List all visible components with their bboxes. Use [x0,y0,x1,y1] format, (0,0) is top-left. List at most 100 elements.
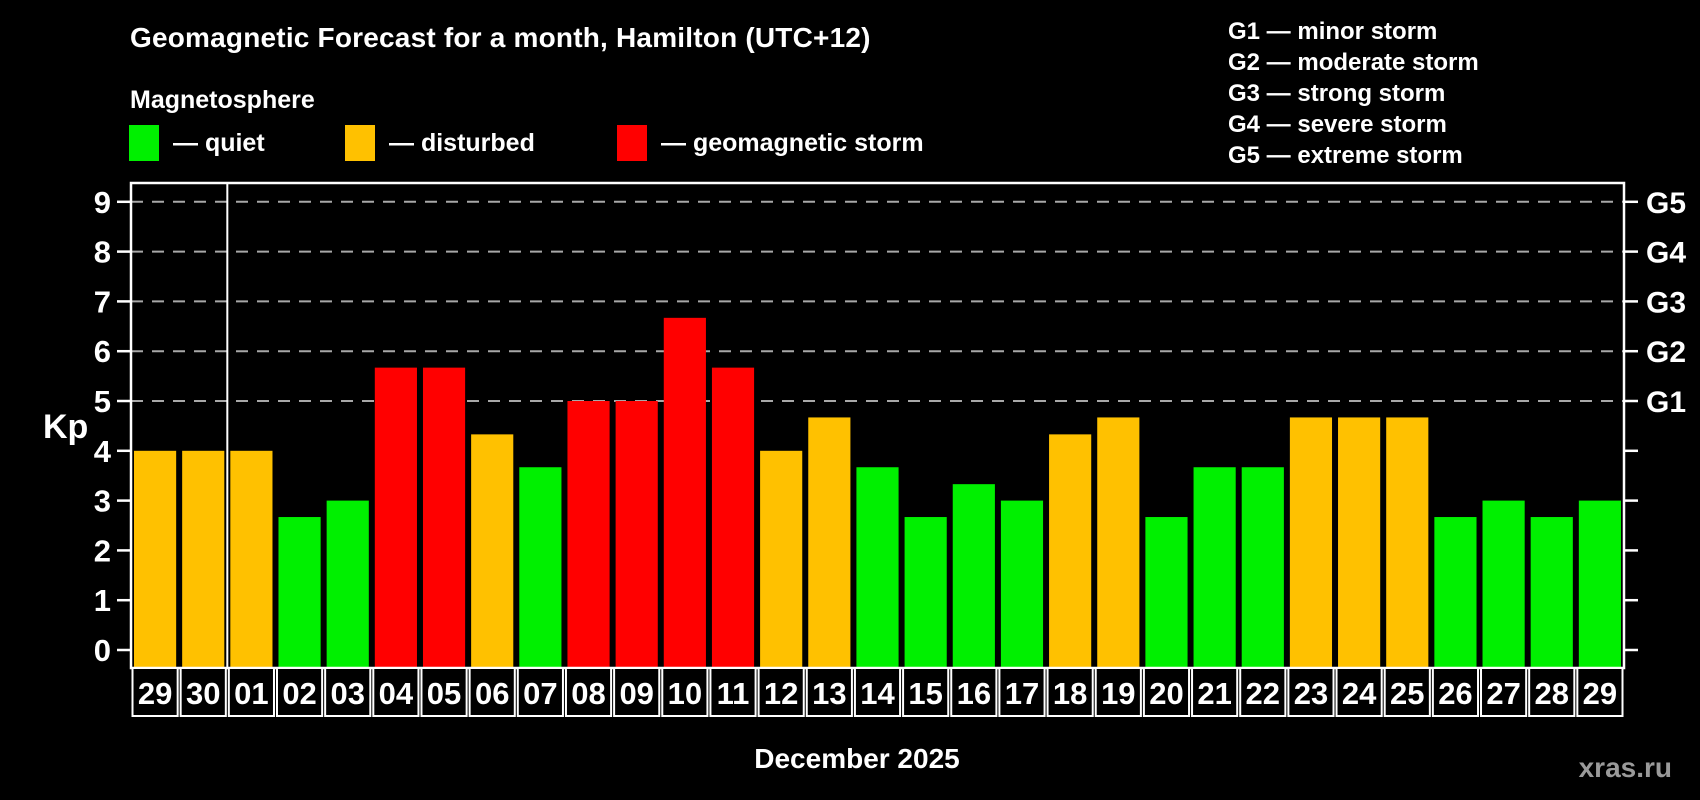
day-label-box-17 [998,667,1046,717]
y-tick-label-0: 0 [94,633,111,668]
g2-legend-line: G2 — moderate storm [1228,49,1479,76]
day-label-02: 02 [282,676,316,711]
storm-color-swatch [617,125,647,161]
kp-bar-day-10 [663,317,706,668]
kp-bar-day-27 [1482,500,1525,668]
kp-bar-day-06 [471,434,514,668]
g-scale-legend: G1 — minor storm G2 — moderate storm G3 … [1228,16,1479,171]
day-label-box-14 [853,667,902,717]
day-label-22: 22 [1246,676,1280,711]
day-label-box-30 [179,667,227,717]
legend-label-disturbed: — disturbed [389,128,535,157]
kp-bar-day-23 [1289,417,1333,668]
kp-bar-day-13 [808,417,851,668]
kp-bar-day-24 [1338,417,1381,668]
day-label-box-16 [950,667,998,717]
day-label-14: 14 [860,676,895,711]
day-label-box-03 [324,667,372,717]
day-label-box-19 [1094,667,1142,717]
day-label-07: 07 [523,676,557,711]
day-label-box-10 [661,667,709,717]
chart-subtitle: Magnetosphere [130,86,315,114]
y-tick-label-7: 7 [94,284,111,319]
day-label-box-12 [757,667,805,717]
day-label-box-05 [420,667,468,717]
kp-bar-day-05 [422,367,466,668]
day-label-box-26 [1431,667,1480,717]
day-label-box-18 [1046,667,1094,717]
day-label-12: 12 [764,676,798,711]
g1-legend-line: G1 — minor storm [1228,18,1438,45]
g-axis-label-G4: G4 [1646,237,1686,270]
day-label-box-29 [131,667,179,717]
day-label-box-25 [1383,667,1431,717]
day-label-04: 04 [379,676,414,711]
y-tick-label-1: 1 [94,583,111,618]
kp-bar-day-16 [952,484,995,668]
kp-bar-day-04 [374,367,417,668]
kp-bar-day-11 [711,367,755,668]
day-label-01: 01 [234,676,268,711]
day-label-box-08 [564,667,613,717]
day-label-box-23 [1287,667,1335,717]
g-axis-label-G1: G1 [1646,386,1686,419]
y-tick-label-3: 3 [94,484,111,519]
kp-bar-day-28 [1530,517,1573,668]
kp-bar-day-21 [1193,467,1236,668]
kp-bar-day-08 [567,401,610,668]
y-tick-label-8: 8 [94,235,111,270]
y-axis-title: Kp [43,408,88,446]
x-axis-title: December 2025 [754,743,959,774]
day-label-box-01 [227,667,275,717]
day-label-19: 19 [1101,676,1135,711]
day-label-24: 24 [1342,676,1377,711]
day-label-10: 10 [668,676,702,711]
kp-bar-day-29 [1578,500,1621,668]
kp-bar-day-25 [1386,417,1429,668]
day-label-28: 28 [1535,676,1569,711]
y-tick-label-6: 6 [94,334,111,369]
day-label-11: 11 [717,676,750,711]
day-label-box-09 [613,667,661,717]
day-label-25: 25 [1390,676,1424,711]
day-label-box-06 [468,667,516,717]
quiet-color-swatch [129,125,159,161]
kp-bar-day-01 [230,450,273,668]
disturbed-color-swatch [345,125,375,161]
legend-label-storm: — geomagnetic storm [661,128,924,157]
kp-bar-day-20 [1145,517,1188,668]
kp-bar-day-29 [134,450,177,668]
kp-bar-day-03 [326,500,369,668]
legend-item-storm: — geomagnetic storm [617,124,924,162]
y-tick-label-9: 9 [94,185,111,220]
g-axis-label-G2: G2 [1646,336,1686,369]
legend-item-disturbed: — disturbed [345,124,535,162]
kp-bar-day-18 [1049,434,1092,668]
kp-bar-day-15 [904,517,947,668]
kp-bar-day-14 [856,467,899,668]
day-label-box-22 [1239,667,1287,717]
g-axis-label-G3: G3 [1646,286,1686,319]
g3-legend-line: G3 — strong storm [1228,80,1446,107]
legend-label-quiet: — quiet [173,128,265,157]
day-label-08: 08 [571,676,605,711]
kp-bar-day-12 [760,450,803,668]
day-label-box-15 [902,667,950,717]
day-label-box-02 [275,667,324,717]
day-label-23: 23 [1294,676,1328,711]
day-label-29: 29 [138,676,172,711]
kp-bar-day-30 [182,450,225,668]
day-label-box-24 [1335,667,1383,717]
day-label-20: 20 [1149,676,1183,711]
g5-legend-line: G5 — extreme storm [1228,142,1463,169]
day-label-box-21 [1191,667,1239,717]
watermark: xras.ru [1579,752,1672,783]
y-tick-label-2: 2 [94,533,111,568]
day-label-17: 17 [1005,676,1039,711]
day-label-18: 18 [1053,676,1087,711]
y-tick-label-5: 5 [94,384,111,419]
g-axis-label-G5: G5 [1646,187,1686,220]
day-label-box-27 [1480,667,1528,717]
page-title: Geomagnetic Forecast for a month, Hamilt… [130,22,871,53]
